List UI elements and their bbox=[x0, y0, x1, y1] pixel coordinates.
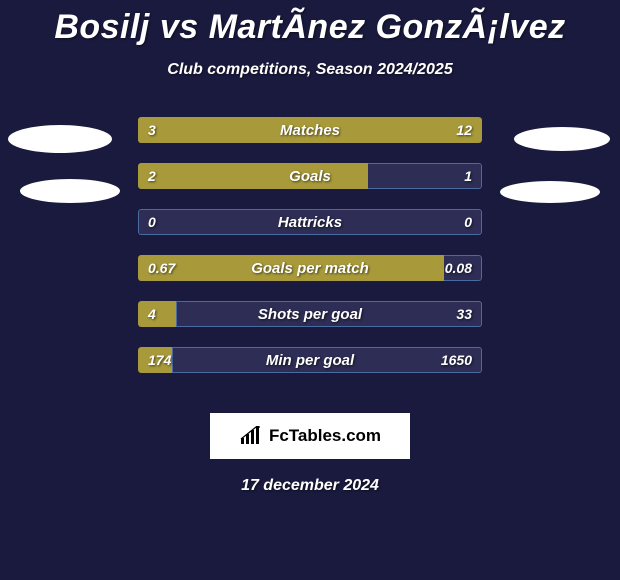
page-title: Bosilj vs MartÃ­nez GonzÃ¡lvez bbox=[0, 0, 620, 47]
stat-value-left: 0 bbox=[148, 209, 156, 235]
bars-icon bbox=[239, 426, 263, 446]
bar-bg bbox=[138, 209, 482, 235]
bar-fill-left bbox=[138, 255, 444, 281]
stat-row: 1741650Min per goal bbox=[138, 347, 482, 373]
comparison-chart: 312Matches21Goals00Hattricks0.670.08Goal… bbox=[0, 117, 620, 397]
stat-value-right: 0 bbox=[464, 209, 472, 235]
player-right-marker-2 bbox=[500, 181, 600, 203]
bar-fill-right bbox=[176, 301, 482, 327]
stat-row: 00Hattricks bbox=[138, 209, 482, 235]
bar-fill-left bbox=[138, 163, 368, 189]
stat-row: 0.670.08Goals per match bbox=[138, 255, 482, 281]
stat-value-left: 174 bbox=[148, 347, 171, 373]
stat-value-right: 0.08 bbox=[445, 255, 472, 281]
player-right-marker-1 bbox=[514, 127, 610, 151]
stat-value-left: 2 bbox=[148, 163, 156, 189]
stat-value-right: 33 bbox=[456, 301, 472, 327]
stat-value-right: 12 bbox=[456, 117, 472, 143]
subtitle: Club competitions, Season 2024/2025 bbox=[0, 61, 620, 79]
logo-box: FcTables.com bbox=[210, 413, 410, 459]
player-left-marker-2 bbox=[20, 179, 120, 203]
stat-row: 433Shots per goal bbox=[138, 301, 482, 327]
stat-value-left: 3 bbox=[148, 117, 156, 143]
stat-row: 312Matches bbox=[138, 117, 482, 143]
stat-value-left: 0.67 bbox=[148, 255, 175, 281]
logo-text: FcTables.com bbox=[269, 426, 381, 446]
stat-value-left: 4 bbox=[148, 301, 156, 327]
stat-value-right: 1 bbox=[464, 163, 472, 189]
bar-fill-right bbox=[172, 347, 482, 373]
stat-row: 21Goals bbox=[138, 163, 482, 189]
bars-container: 312Matches21Goals00Hattricks0.670.08Goal… bbox=[138, 117, 482, 393]
stat-value-right: 1650 bbox=[441, 347, 472, 373]
player-left-marker-1 bbox=[8, 125, 112, 153]
date-line: 17 december 2024 bbox=[0, 477, 620, 495]
